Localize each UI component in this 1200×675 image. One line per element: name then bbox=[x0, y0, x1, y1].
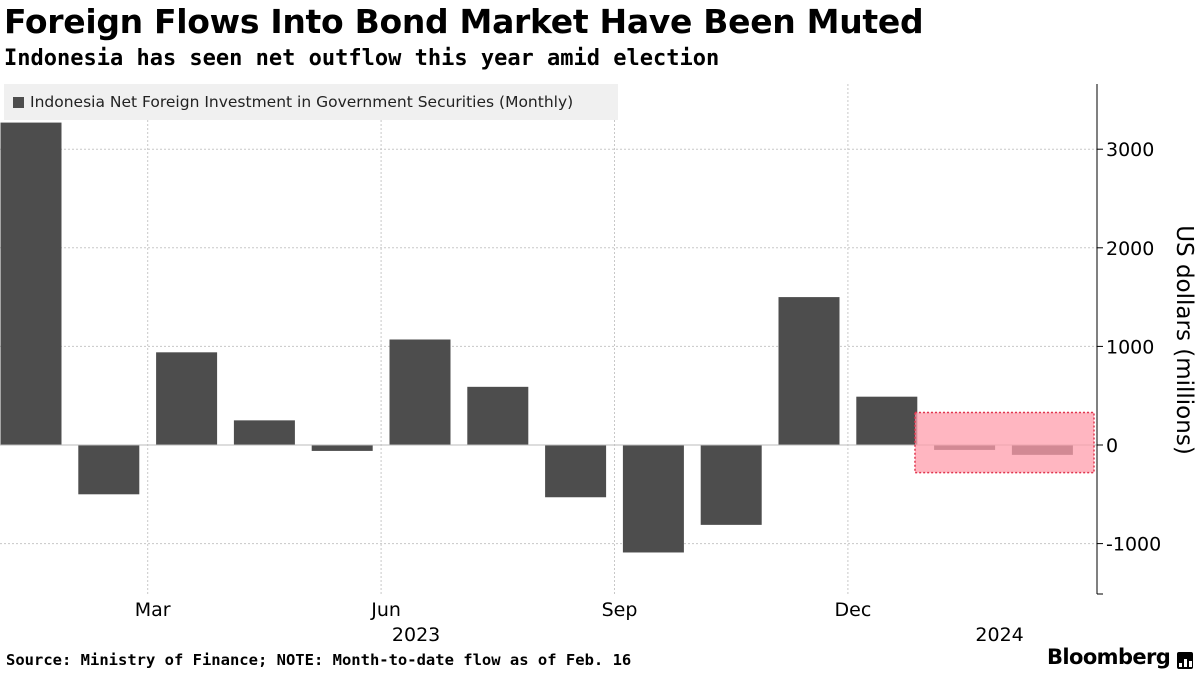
x-tick-label: Dec bbox=[835, 599, 872, 621]
bar bbox=[622, 445, 684, 553]
y-tick-label: 3000 bbox=[1106, 139, 1154, 161]
x-tick-label: Jun bbox=[370, 599, 401, 621]
bar bbox=[78, 445, 140, 495]
bar bbox=[0, 122, 62, 445]
bar bbox=[856, 396, 918, 445]
chart-subtitle: Indonesia has seen net outflow this year… bbox=[4, 46, 720, 71]
chart-title: Foreign Flows Into Bond Market Have Been… bbox=[4, 2, 924, 41]
legend-label: Indonesia Net Foreign Investment in Gove… bbox=[30, 93, 574, 111]
source-note: Source: Ministry of Finance; NOTE: Month… bbox=[6, 651, 632, 669]
x-tick-label: Sep bbox=[602, 599, 638, 621]
bar bbox=[545, 445, 607, 498]
bar bbox=[156, 352, 218, 445]
bar bbox=[233, 420, 295, 445]
y-axis-label: US dollars (millions) bbox=[1171, 225, 1197, 455]
bar bbox=[311, 445, 373, 451]
y-tick-label: -1000 bbox=[1106, 534, 1161, 556]
bar bbox=[700, 445, 762, 525]
bar bbox=[467, 386, 529, 445]
highlight-region bbox=[914, 411, 1095, 474]
bloomberg-chart-icon bbox=[1177, 652, 1193, 669]
bloomberg-logo: Bloomberg bbox=[1047, 645, 1171, 669]
legend-swatch bbox=[13, 96, 24, 108]
x-year-label: 2024 bbox=[975, 624, 1023, 646]
legend: Indonesia Net Foreign Investment in Gove… bbox=[4, 84, 618, 120]
x-year-label: 2023 bbox=[392, 624, 440, 646]
x-tick-label: Mar bbox=[135, 599, 171, 621]
bar bbox=[389, 339, 451, 445]
y-tick-label: 2000 bbox=[1106, 238, 1154, 260]
bar bbox=[778, 297, 840, 445]
y-tick-label: 0 bbox=[1106, 435, 1118, 457]
y-tick-label: 1000 bbox=[1106, 336, 1154, 358]
